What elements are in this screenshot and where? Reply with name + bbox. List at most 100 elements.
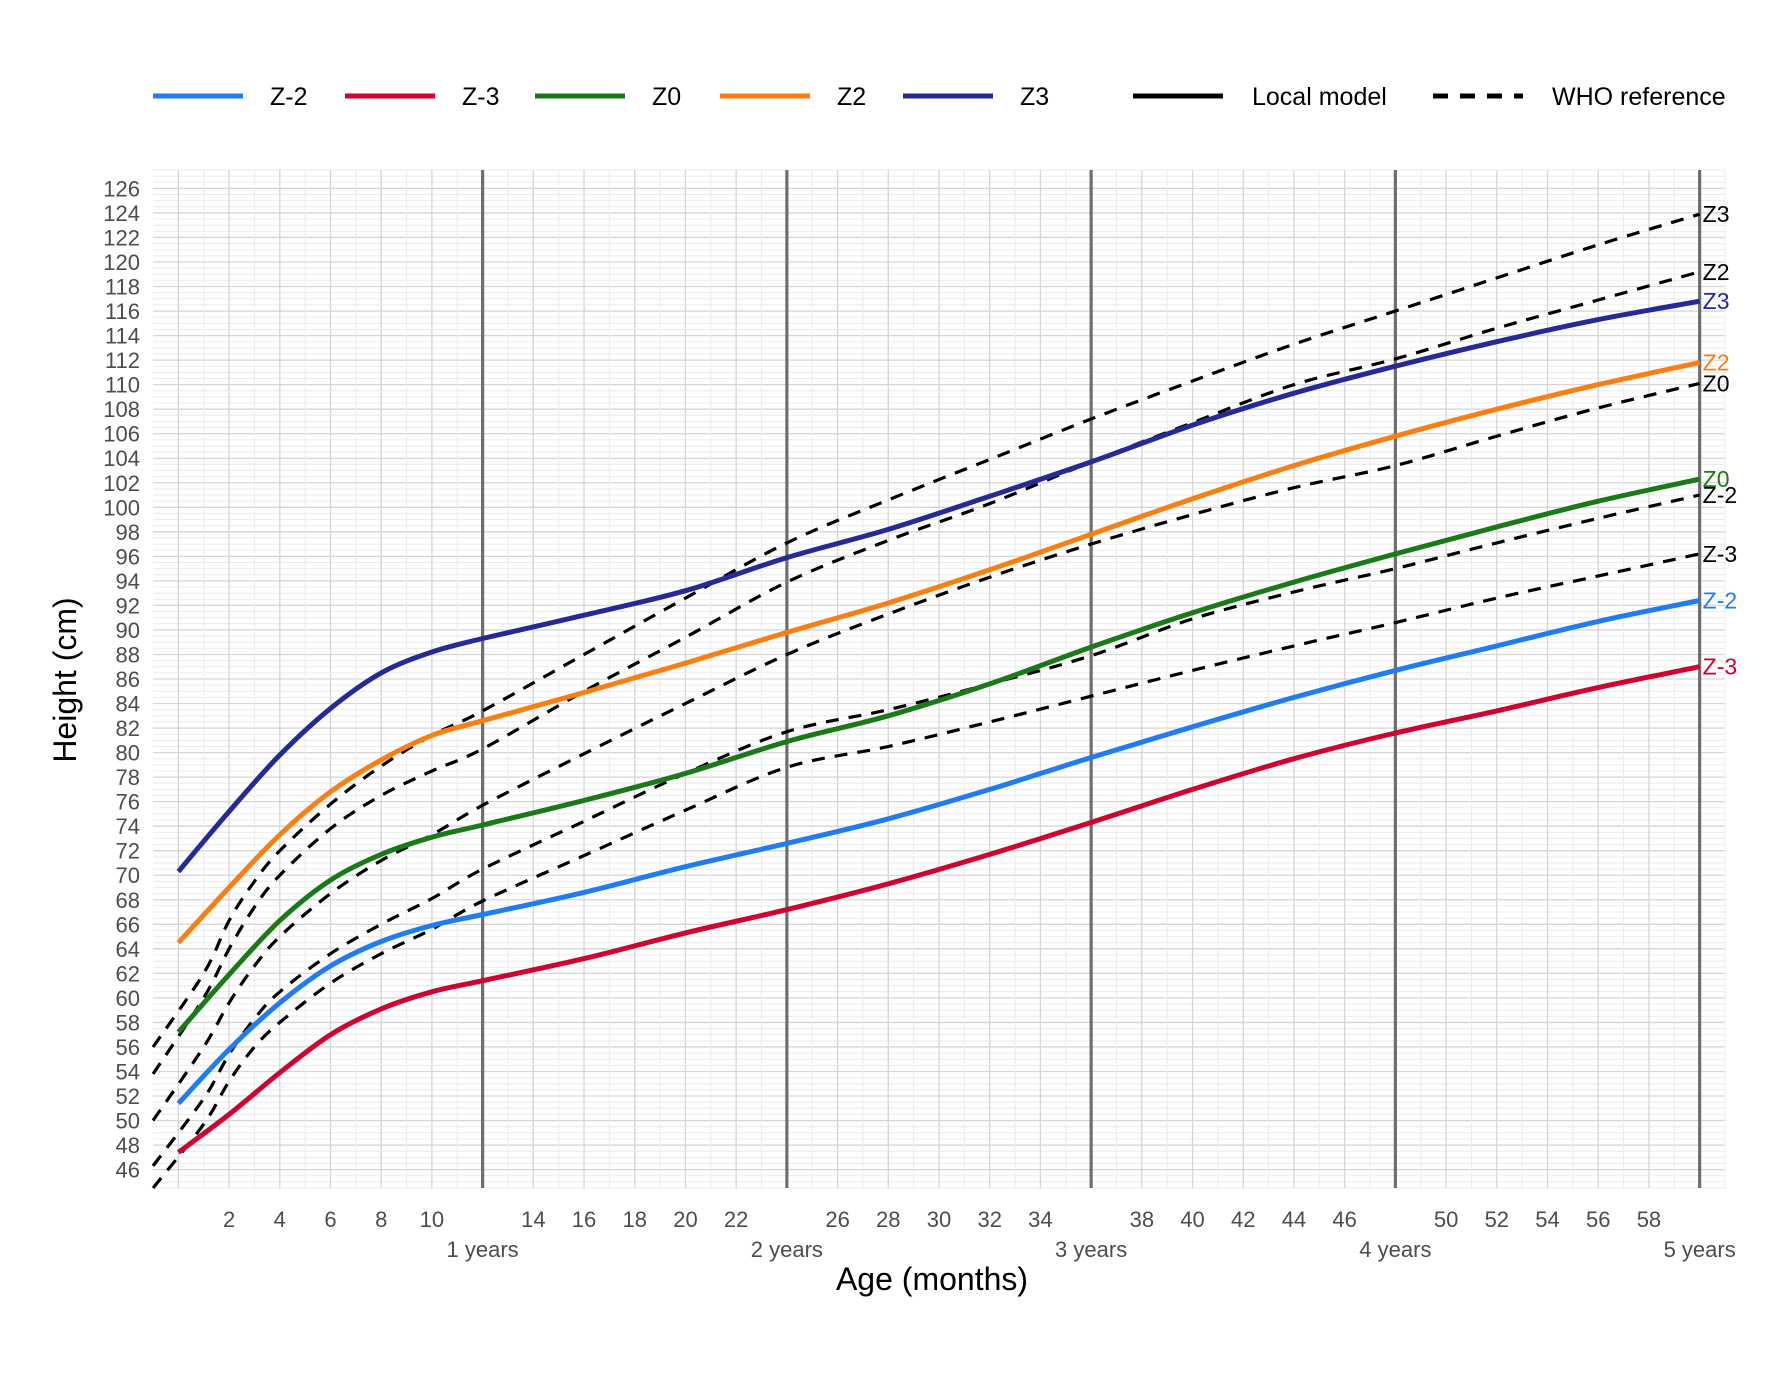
- x-year-tick-label: 1 years: [447, 1237, 519, 1262]
- y-tick-label: 80: [116, 741, 140, 766]
- y-tick-label: 102: [103, 471, 140, 496]
- y-tick-label: 96: [116, 544, 140, 569]
- y-tick-label: 110: [105, 373, 140, 398]
- x-year-tick-label: 5 years: [1664, 1237, 1736, 1262]
- y-tick-label: 98: [116, 520, 140, 545]
- end-label-z2-who: Z2: [1703, 259, 1730, 285]
- x-tick-label: 56: [1586, 1207, 1610, 1232]
- y-axis-ticks: 4648505254565860626466687072747678808284…: [103, 176, 140, 1182]
- x-tick-label: 52: [1485, 1207, 1509, 1232]
- y-tick-label: 76: [116, 790, 140, 815]
- x-tick-label: 10: [420, 1207, 444, 1232]
- y-tick-label: 120: [103, 250, 140, 275]
- y-tick-label: 52: [116, 1084, 140, 1109]
- grid: [153, 169, 1726, 1189]
- x-tick-label: 54: [1535, 1207, 1559, 1232]
- end-label-z3-local: Z3: [1703, 288, 1730, 314]
- series-line-z3-local: [176, 298, 1701, 874]
- series-line-zm2-who: [151, 493, 1700, 1167]
- legend: Z-2 Z-3 Z0 Z2 Z3 Local model WHO reference: [153, 83, 1726, 111]
- x-tick-label: 34: [1028, 1207, 1052, 1232]
- x-tick-label: 38: [1130, 1207, 1154, 1232]
- end-label-z0-local: Z0: [1703, 466, 1730, 492]
- y-tick-label: 114: [105, 324, 140, 349]
- y-tick-label: 62: [116, 961, 140, 986]
- x-tick-label: 14: [521, 1207, 545, 1232]
- y-tick-label: 74: [116, 814, 140, 839]
- x-year-tick-label: 4 years: [1359, 1237, 1431, 1262]
- y-tick-label: 116: [105, 299, 140, 324]
- y-tick-label: 88: [116, 642, 140, 667]
- y-tick-label: 82: [116, 716, 140, 741]
- series-line-zm3-who: [151, 552, 1700, 1190]
- y-tick-label: 122: [103, 225, 140, 250]
- x-tick-label: 30: [927, 1207, 951, 1232]
- y-tick-label: 72: [116, 839, 140, 864]
- y-tick-label: 92: [116, 593, 140, 618]
- x-year-tick-label: 2 years: [751, 1237, 823, 1262]
- y-tick-label: 58: [116, 1010, 140, 1035]
- y-axis-title: Height (cm): [47, 597, 83, 762]
- y-tick-label: 48: [116, 1133, 140, 1158]
- x-tick-label: 46: [1332, 1207, 1356, 1232]
- x-tick-label: 50: [1434, 1207, 1458, 1232]
- legend-label: Z3: [1020, 83, 1049, 111]
- x-tick-label: 6: [324, 1207, 336, 1232]
- legend-label: Z2: [837, 83, 866, 111]
- series-line-z3-who: [151, 212, 1701, 1048]
- legend-label: Z-3: [462, 83, 500, 111]
- x-year-tick-label: 3 years: [1055, 1237, 1127, 1262]
- x-tick-label: 58: [1637, 1207, 1661, 1232]
- y-tick-label: 60: [116, 986, 140, 1011]
- x-tick-label: 8: [375, 1207, 387, 1232]
- x-tick-label: 26: [825, 1207, 849, 1232]
- y-tick-label: 66: [116, 912, 140, 937]
- end-label-z3-who: Z3: [1703, 201, 1730, 227]
- legend-label: Z0: [652, 83, 681, 111]
- end-label-z2-local: Z2: [1703, 350, 1730, 376]
- end-label-zm2-who: Z-2: [1703, 482, 1738, 508]
- series-line-zm2-local: [176, 598, 1701, 1106]
- x-tick-label: 4: [274, 1207, 286, 1232]
- x-tick-label: 40: [1180, 1207, 1204, 1232]
- y-tick-label: 112: [105, 348, 140, 373]
- y-tick-label: 70: [116, 863, 140, 888]
- x-tick-label: 2: [223, 1207, 235, 1232]
- series-line-z0-who: [151, 381, 1700, 1122]
- x-tick-label: 20: [673, 1207, 697, 1232]
- x-axis-title: Age (months): [836, 1261, 1028, 1297]
- legend-label: Z-2: [270, 83, 308, 111]
- end-label-z0-who: Z0: [1703, 370, 1730, 396]
- series-line-z2-who: [151, 270, 1701, 1075]
- y-tick-label: 78: [116, 765, 140, 790]
- y-tick-label: 90: [116, 618, 140, 643]
- series-line-z2-local: [176, 360, 1701, 945]
- y-tick-label: 108: [103, 397, 140, 422]
- y-tick-label: 124: [103, 201, 140, 226]
- y-tick-label: 118: [105, 275, 140, 300]
- series-line-zm3-local: [176, 664, 1701, 1155]
- y-tick-label: 68: [116, 888, 140, 913]
- x-tick-label: 22: [724, 1207, 748, 1232]
- y-tick-label: 86: [116, 667, 140, 692]
- legend-label: WHO reference: [1552, 83, 1726, 111]
- series-line-z0-local: [176, 476, 1701, 1034]
- y-tick-label: 100: [103, 495, 140, 520]
- x-tick-label: 42: [1231, 1207, 1255, 1232]
- y-tick-label: 126: [103, 176, 140, 201]
- y-tick-label: 106: [103, 422, 140, 447]
- y-tick-label: 56: [116, 1035, 140, 1060]
- x-tick-label: 32: [977, 1207, 1001, 1232]
- x-tick-label: 28: [876, 1207, 900, 1232]
- legend-label: Local model: [1252, 83, 1387, 111]
- x-tick-label: 16: [572, 1207, 596, 1232]
- x-axis-ticks: 2 4 6 8 10 14 16 18 20 22 26 28 30 32 34 38 40 42 44 46 50 52…: [223, 1207, 1736, 1262]
- y-tick-label: 54: [116, 1059, 140, 1084]
- y-tick-label: 104: [103, 446, 140, 471]
- x-tick-label: 44: [1282, 1207, 1306, 1232]
- y-tick-label: 46: [116, 1158, 140, 1183]
- y-tick-label: 94: [116, 569, 140, 594]
- y-tick-label: 50: [116, 1109, 140, 1134]
- y-tick-label: 64: [116, 937, 140, 962]
